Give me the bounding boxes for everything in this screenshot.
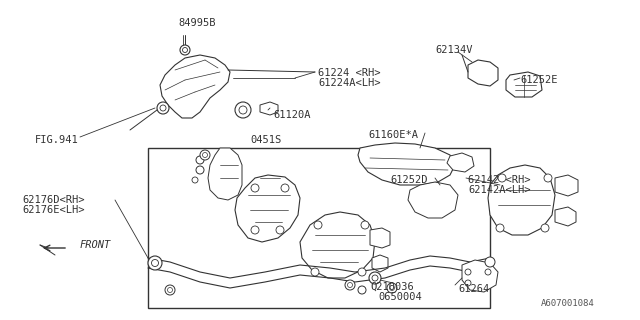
Circle shape bbox=[361, 221, 369, 229]
Polygon shape bbox=[160, 55, 230, 118]
Circle shape bbox=[148, 256, 162, 270]
Circle shape bbox=[358, 286, 366, 294]
Text: A607001084: A607001084 bbox=[541, 299, 595, 308]
Polygon shape bbox=[506, 72, 542, 97]
Circle shape bbox=[390, 285, 394, 291]
Text: Q210036: Q210036 bbox=[370, 282, 413, 292]
Text: 61224 <RH>: 61224 <RH> bbox=[318, 68, 381, 78]
Circle shape bbox=[369, 272, 381, 284]
Text: 61224A<LH>: 61224A<LH> bbox=[318, 78, 381, 88]
Circle shape bbox=[168, 287, 173, 292]
Circle shape bbox=[372, 275, 378, 281]
Circle shape bbox=[281, 184, 289, 192]
Bar bbox=[148, 148, 490, 308]
Circle shape bbox=[196, 166, 204, 174]
Circle shape bbox=[485, 257, 495, 267]
Polygon shape bbox=[300, 212, 375, 278]
Circle shape bbox=[465, 269, 471, 275]
Polygon shape bbox=[447, 153, 474, 172]
Circle shape bbox=[196, 156, 204, 164]
Polygon shape bbox=[488, 165, 555, 235]
Text: 0451S: 0451S bbox=[250, 135, 281, 145]
Text: 62176E<LH>: 62176E<LH> bbox=[22, 205, 84, 215]
Text: 61264: 61264 bbox=[458, 284, 489, 294]
Text: 61160E*A: 61160E*A bbox=[368, 130, 418, 140]
Circle shape bbox=[160, 105, 166, 111]
Polygon shape bbox=[462, 260, 498, 292]
Circle shape bbox=[314, 221, 322, 229]
Polygon shape bbox=[208, 148, 242, 200]
Circle shape bbox=[387, 283, 397, 293]
Circle shape bbox=[157, 102, 169, 114]
Text: 61252D: 61252D bbox=[390, 175, 428, 185]
Circle shape bbox=[541, 224, 549, 232]
Circle shape bbox=[345, 280, 355, 290]
Circle shape bbox=[165, 285, 175, 295]
Circle shape bbox=[251, 226, 259, 234]
Circle shape bbox=[544, 174, 552, 182]
Polygon shape bbox=[260, 102, 278, 115]
Circle shape bbox=[276, 226, 284, 234]
Polygon shape bbox=[358, 143, 455, 185]
Circle shape bbox=[465, 280, 471, 286]
Circle shape bbox=[192, 177, 198, 183]
Text: 0650004: 0650004 bbox=[378, 292, 422, 302]
Text: FRONT: FRONT bbox=[80, 240, 111, 250]
Text: 62176D<RH>: 62176D<RH> bbox=[22, 195, 84, 205]
Polygon shape bbox=[408, 182, 458, 218]
Text: 62142A<LH>: 62142A<LH> bbox=[468, 185, 531, 195]
Circle shape bbox=[498, 174, 506, 182]
Circle shape bbox=[251, 184, 259, 192]
Polygon shape bbox=[555, 207, 576, 226]
Text: 84995B: 84995B bbox=[178, 18, 216, 28]
Circle shape bbox=[496, 224, 504, 232]
Text: FIG.941: FIG.941 bbox=[35, 135, 79, 145]
Circle shape bbox=[182, 47, 188, 52]
Text: 61120A: 61120A bbox=[273, 110, 310, 120]
Polygon shape bbox=[235, 175, 300, 242]
Text: 61252E: 61252E bbox=[520, 75, 557, 85]
Polygon shape bbox=[468, 60, 498, 86]
Circle shape bbox=[200, 150, 210, 160]
Circle shape bbox=[239, 106, 247, 114]
Polygon shape bbox=[555, 175, 578, 196]
Polygon shape bbox=[372, 255, 388, 272]
Circle shape bbox=[202, 153, 207, 157]
Circle shape bbox=[180, 45, 190, 55]
Circle shape bbox=[235, 102, 251, 118]
Circle shape bbox=[152, 260, 159, 267]
Text: 62134V: 62134V bbox=[435, 45, 472, 55]
Polygon shape bbox=[370, 228, 390, 248]
Circle shape bbox=[485, 269, 491, 275]
Circle shape bbox=[311, 268, 319, 276]
Text: 62142 <RH>: 62142 <RH> bbox=[468, 175, 531, 185]
Circle shape bbox=[358, 268, 366, 276]
Circle shape bbox=[348, 283, 353, 287]
